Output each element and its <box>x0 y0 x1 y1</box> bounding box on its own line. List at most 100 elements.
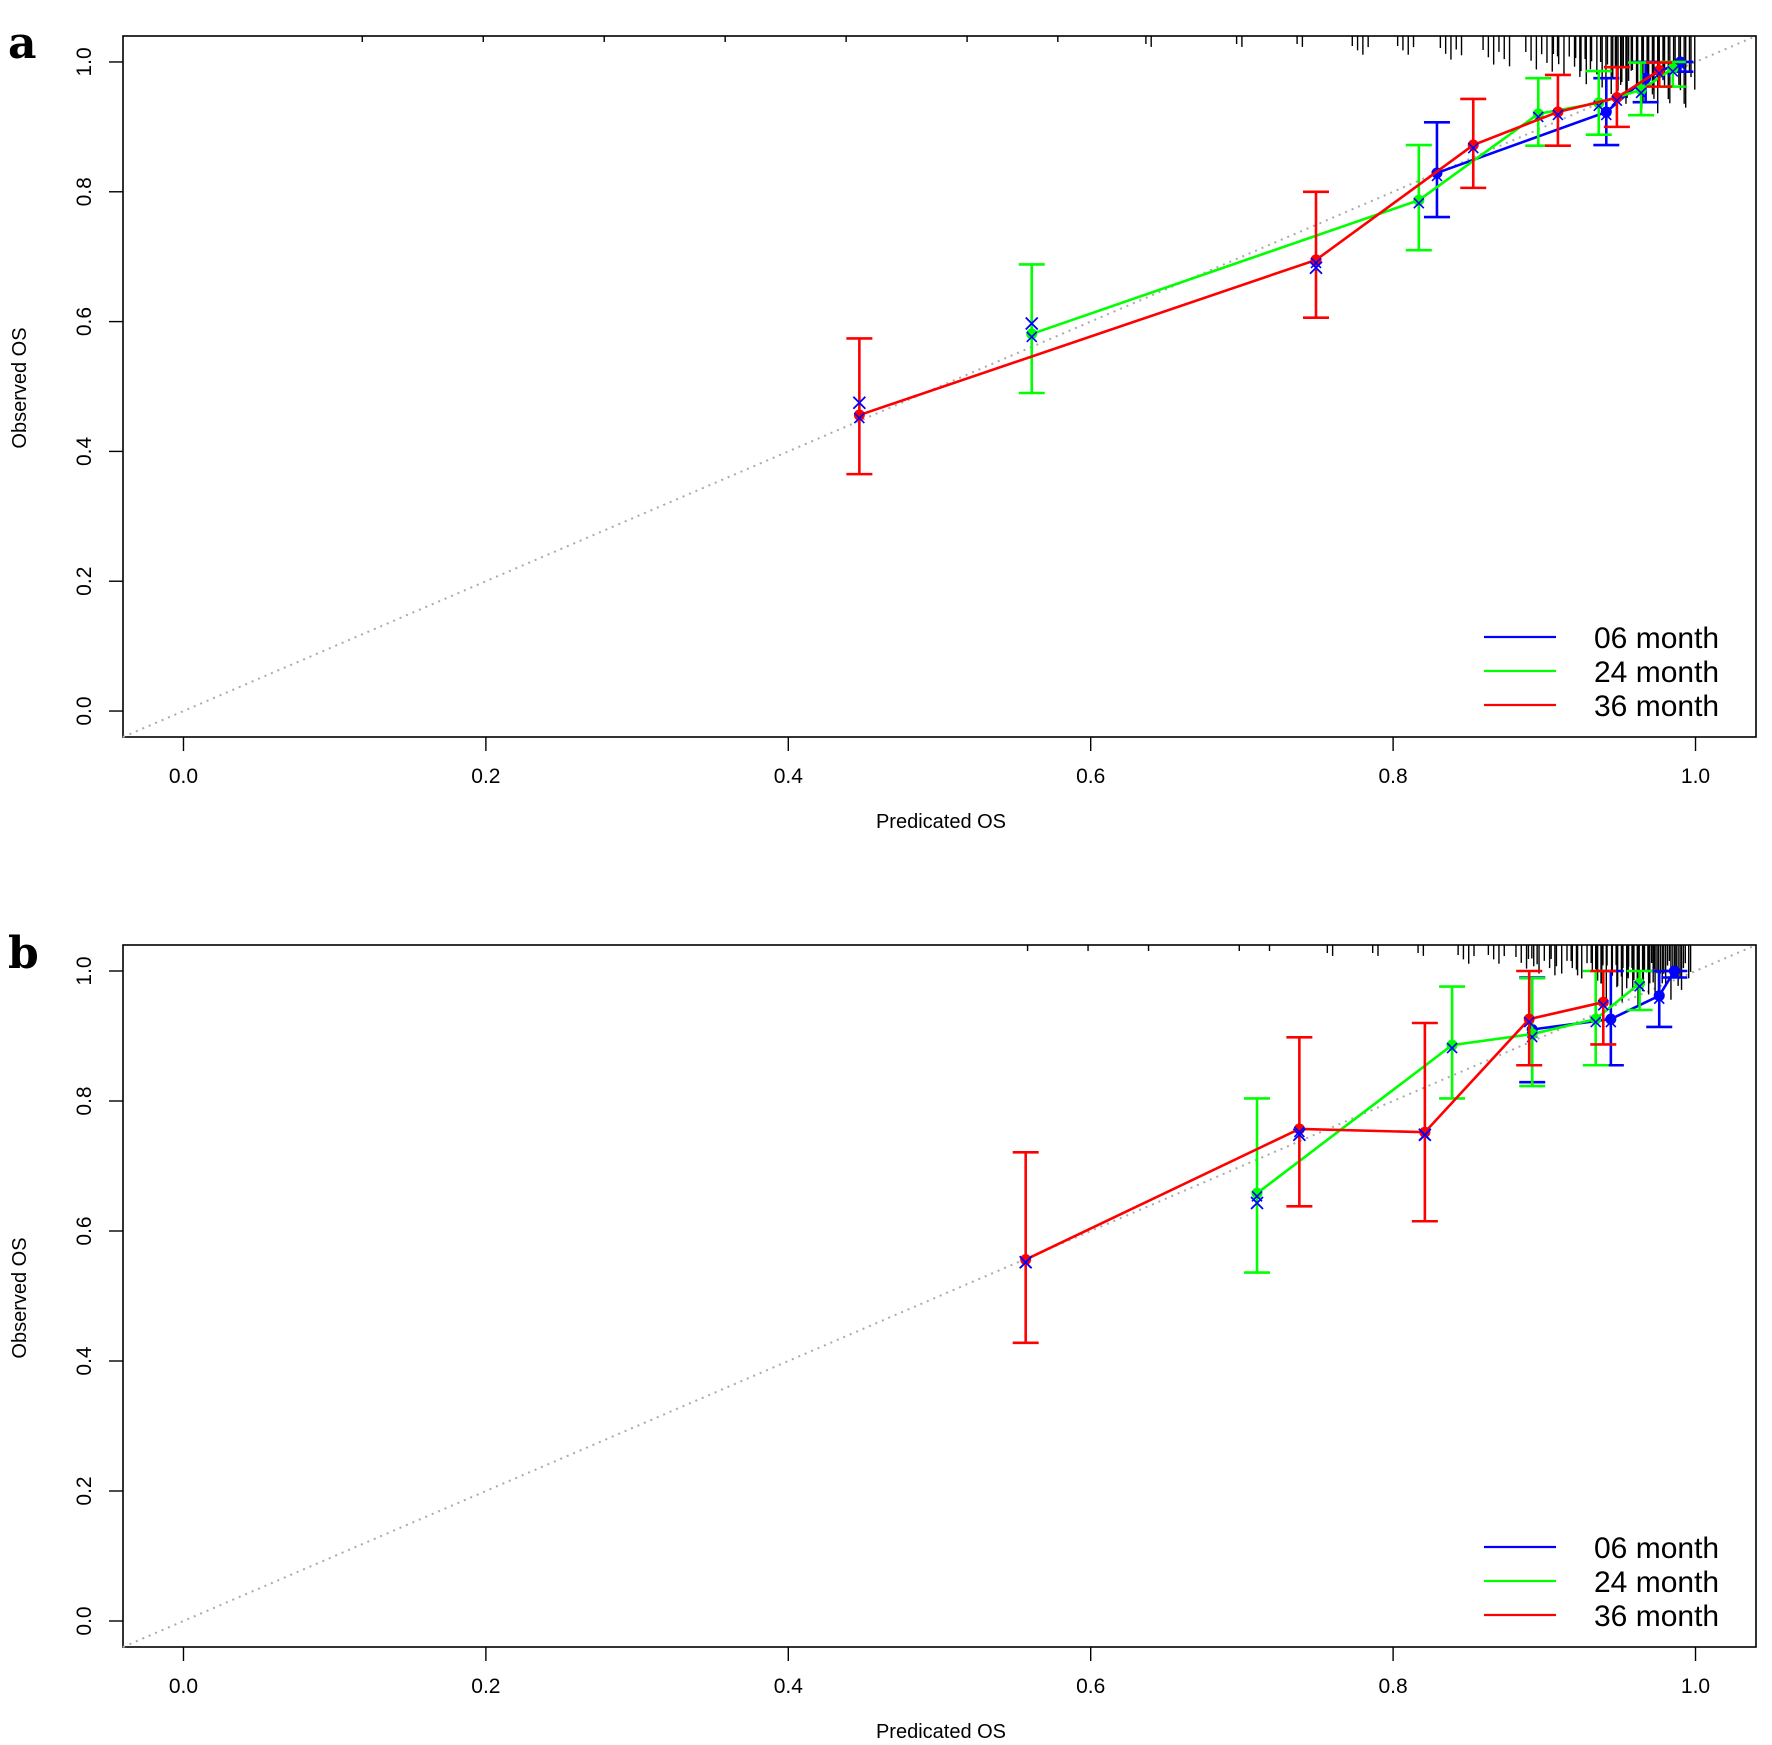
data-point <box>1251 1187 1263 1199</box>
x-tick-label: 0.2 <box>471 1675 500 1698</box>
observed-x-marker <box>1590 1016 1602 1028</box>
x-tick-label: 0.8 <box>1379 765 1408 788</box>
x-axis-title-a: Predicated OS <box>876 811 1006 833</box>
y-tick-label: 0.6 <box>73 1216 96 1245</box>
observed-x-marker <box>853 412 865 424</box>
x-tick-label: 0.8 <box>1379 1675 1408 1698</box>
x-tick-label: 0.4 <box>774 1675 804 1698</box>
observed-x-marker <box>1605 1016 1617 1028</box>
observed-x-marker <box>1025 316 1039 331</box>
panel-a: a 0.0 0.2 0.4 0.6 0.8 1.0 0.0 0.2 0.4 0.6 0.8 1.0 06… <box>8 18 1757 833</box>
data-point <box>1653 64 1665 76</box>
data-point <box>1668 965 1680 977</box>
calibration-line <box>1256 982 1641 1195</box>
legend-label: 06 month <box>1594 1532 1719 1565</box>
data-point <box>1653 990 1665 1002</box>
y-tick-label: 0.2 <box>73 1476 96 1505</box>
y-tick-label: 0.2 <box>73 567 96 596</box>
observed-x-marker <box>1446 1042 1458 1054</box>
data-point <box>1552 106 1564 118</box>
observed-x-marker <box>1611 95 1623 107</box>
plot-area-b: 0.0 0.2 0.4 0.6 0.8 1.0 0.0 0.2 0.4 0.6 0.8 1.0 06 m… <box>73 944 1757 1698</box>
x-tick-label: 1.0 <box>1681 765 1710 788</box>
legend-label: 24 month <box>1594 656 1719 689</box>
observed-x-marker <box>1292 1128 1306 1142</box>
y-axis-title-b: Observed OS <box>9 1237 31 1358</box>
data-point <box>1611 92 1623 104</box>
y-axis-title-a: Observed OS <box>9 327 31 448</box>
legend-label: 24 month <box>1594 1566 1719 1599</box>
observed-x-marker <box>1026 331 1038 343</box>
legend-label: 36 month <box>1594 1600 1719 1633</box>
y-tick-label: 0.6 <box>73 307 96 336</box>
reference-diagonal-line <box>122 944 1757 1648</box>
y-tick-label: 0.8 <box>73 1086 96 1115</box>
plot-frame <box>122 35 1757 738</box>
data-point <box>1634 977 1646 989</box>
data-point <box>1600 106 1612 118</box>
calibration-line <box>858 69 1660 417</box>
observed-x-marker <box>1250 1196 1264 1210</box>
plot-area-a: 0.0 0.2 0.4 0.6 0.8 1.0 0.0 0.2 0.4 0.6 0.8 1.0 06 m… <box>73 35 1757 788</box>
panel-b: b 0.0 0.2 0.4 0.6 0.8 1.0 0.0 0.2 0.4 0.6 0.8 1.0 06… <box>8 928 1757 1743</box>
x-tick-label: 0.0 <box>169 1675 198 1698</box>
data-point <box>1532 108 1544 120</box>
y-tick-label: 0.0 <box>73 1606 96 1635</box>
panel-label-b: b <box>8 928 39 979</box>
observed-x-marker <box>1523 1016 1535 1028</box>
observed-x-marker <box>1667 65 1679 78</box>
data-point <box>1667 62 1679 74</box>
data-point <box>1026 328 1038 340</box>
y-tick-label: 0.8 <box>73 177 96 206</box>
y-tick-label: 0.4 <box>73 436 96 466</box>
data-point <box>1523 1013 1535 1025</box>
x-tick-label: 0.6 <box>1076 1675 1105 1698</box>
observed-x-marker <box>1635 87 1647 99</box>
x-tick-label: 0.4 <box>774 765 804 788</box>
legend-label: 36 month <box>1594 690 1719 723</box>
data-point <box>1446 1039 1458 1051</box>
observed-x-marker <box>852 396 866 410</box>
data-point <box>1419 1126 1431 1138</box>
x-tick-label: 1.0 <box>1681 1675 1710 1698</box>
rug-histogram <box>1026 945 1692 1006</box>
x-tick-label: 0.2 <box>471 765 500 788</box>
series-24-month <box>1018 60 1686 395</box>
observed-x-marker <box>1653 67 1665 79</box>
calibration-line <box>1025 1000 1604 1261</box>
series-24-month <box>1244 969 1653 1274</box>
observed-x-marker <box>1668 968 1680 980</box>
series-36-month <box>1012 969 1617 1345</box>
observed-x-marker <box>1309 261 1323 275</box>
observed-x-marker <box>1019 1255 1033 1269</box>
observed-x-marker <box>1600 109 1612 121</box>
x-axis-title-b: Predicated OS <box>876 1721 1006 1743</box>
data-point <box>1605 1013 1617 1025</box>
data-point <box>853 409 865 421</box>
data-point <box>1413 194 1425 206</box>
observed-x-marker <box>1310 257 1322 269</box>
observed-x-marker <box>1413 197 1425 209</box>
data-point <box>1635 84 1647 96</box>
x-tick-label: 0.0 <box>169 765 198 788</box>
data-point <box>1310 254 1322 266</box>
y-tick-label: 0.0 <box>73 696 96 725</box>
y-tick-label: 1.0 <box>73 47 96 76</box>
x-tick-label: 0.6 <box>1076 765 1105 788</box>
observed-x-marker <box>1653 993 1665 1005</box>
observed-x-marker <box>1552 109 1564 121</box>
plot-frame <box>122 944 1757 1648</box>
legend-label: 06 month <box>1594 622 1719 655</box>
observed-x-marker <box>1597 999 1609 1011</box>
observed-x-marker <box>1467 142 1479 154</box>
rug-histogram <box>361 36 1696 114</box>
y-tick-label: 1.0 <box>73 956 96 985</box>
data-point <box>1020 1254 1032 1266</box>
panel-label-a: a <box>8 18 37 69</box>
observed-x-marker <box>1293 1126 1305 1138</box>
series-36-month <box>846 61 1673 476</box>
data-point <box>1590 1013 1602 1025</box>
